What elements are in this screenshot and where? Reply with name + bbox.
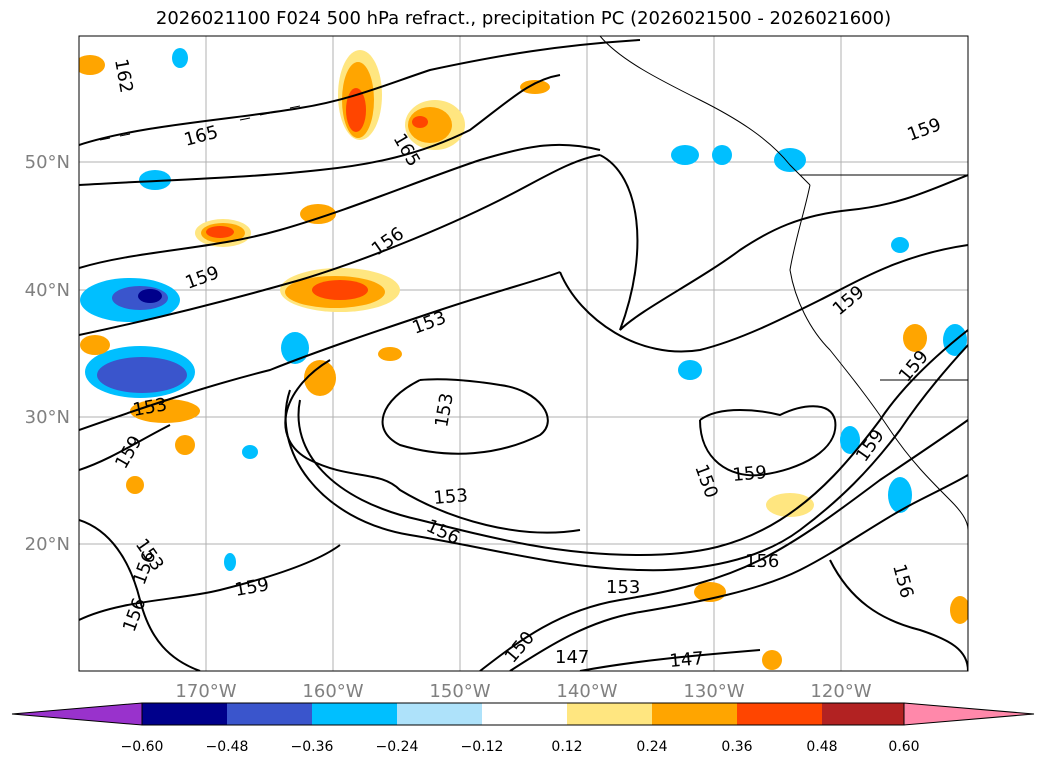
precip-patches <box>79 48 968 670</box>
colorbar-bin <box>737 703 822 725</box>
colorbar-tick-label: −0.60 <box>121 739 164 755</box>
contour-159-north <box>79 143 601 269</box>
colorbar-tick-label: 0.36 <box>721 739 752 755</box>
colorbar-bin <box>482 703 567 725</box>
lat-label: 40°N <box>25 280 70 301</box>
contour-label: 153 <box>433 485 469 509</box>
contour-153-west <box>79 271 561 431</box>
lon-label: 170°W <box>175 681 236 702</box>
contour-ridge-2 <box>559 244 968 353</box>
colorbar-tick-label: −0.12 <box>461 739 504 755</box>
contour-label: 156 <box>745 551 779 572</box>
lat-label: 30°N <box>25 407 70 428</box>
colorbar-extend-low <box>11 702 143 726</box>
contour-label: 159 <box>732 462 768 486</box>
colorbar-tick-label: 0.24 <box>636 739 667 755</box>
contour-label: 147 <box>555 647 589 668</box>
coast-west-na <box>789 184 968 531</box>
contour-cell-1 <box>699 405 837 477</box>
lon-label: 160°W <box>302 681 363 702</box>
colorbar-extend-high <box>903 702 1035 726</box>
map-title: 2026021100 F024 500 hPa refract., precip… <box>155 8 892 29</box>
map-frame <box>78 35 969 672</box>
contour-165 <box>79 39 641 146</box>
lat-label: 20°N <box>25 534 70 555</box>
colorbar-tick-label: 0.48 <box>806 739 837 755</box>
colorbar-tick-label: −0.24 <box>376 739 419 755</box>
colorbar: −0.60 −0.48 −0.36 −0.24 −0.12 0.12 0.24 … <box>11 702 1035 755</box>
contour-subtrop-2 <box>509 474 968 671</box>
lon-label: 130°W <box>683 681 744 702</box>
coast-aleutians <box>99 105 301 141</box>
contour-159-east <box>829 559 968 671</box>
coastlines <box>99 36 968 531</box>
lon-label: 140°W <box>556 681 617 702</box>
colorbar-bin <box>567 703 652 725</box>
lon-label: 150°W <box>429 681 490 702</box>
axis-labels: 170°W 160°W 150°W 140°W 130°W 120°W 50°N… <box>25 152 872 702</box>
precip-negative-patches <box>80 48 967 571</box>
colorbar-tick-label: −0.48 <box>206 739 249 755</box>
colorbar-bin <box>312 703 397 725</box>
colorbar-bin <box>142 703 227 725</box>
contour-162 <box>79 74 561 186</box>
precip-positive-patches <box>79 50 968 670</box>
contour-156-north <box>79 154 601 336</box>
graticule <box>79 36 968 671</box>
height-contours <box>79 39 968 671</box>
colorbar-bin <box>822 703 904 725</box>
contour-low-lat <box>79 424 201 671</box>
contour-ridge-1 <box>599 154 968 331</box>
contour-south <box>79 544 761 671</box>
contour-label: 147 <box>669 648 705 672</box>
contour-trough-1 <box>297 329 968 557</box>
lon-label: 120°W <box>810 681 871 702</box>
contour-label: 153 <box>606 577 640 598</box>
colorbar-tick-label: 0.12 <box>551 739 582 755</box>
contour-subtrop-1 <box>479 419 968 671</box>
colorbar-bin <box>397 703 482 725</box>
lat-label: 50°N <box>25 152 70 173</box>
map-plot-area[interactable]: 162 165 165 159 156 159 153 153 153 159 … <box>75 35 970 672</box>
colorbar-bin <box>227 703 312 725</box>
contour-trough-2 <box>284 344 968 572</box>
contour-low-outer <box>284 359 581 534</box>
contour-low-inner <box>381 378 549 455</box>
colorbar-tick-label: −0.36 <box>291 739 334 755</box>
colorbar-tick-label: 0.60 <box>888 739 919 755</box>
coast-alaska <box>599 36 811 186</box>
colorbar-bin <box>652 703 737 725</box>
